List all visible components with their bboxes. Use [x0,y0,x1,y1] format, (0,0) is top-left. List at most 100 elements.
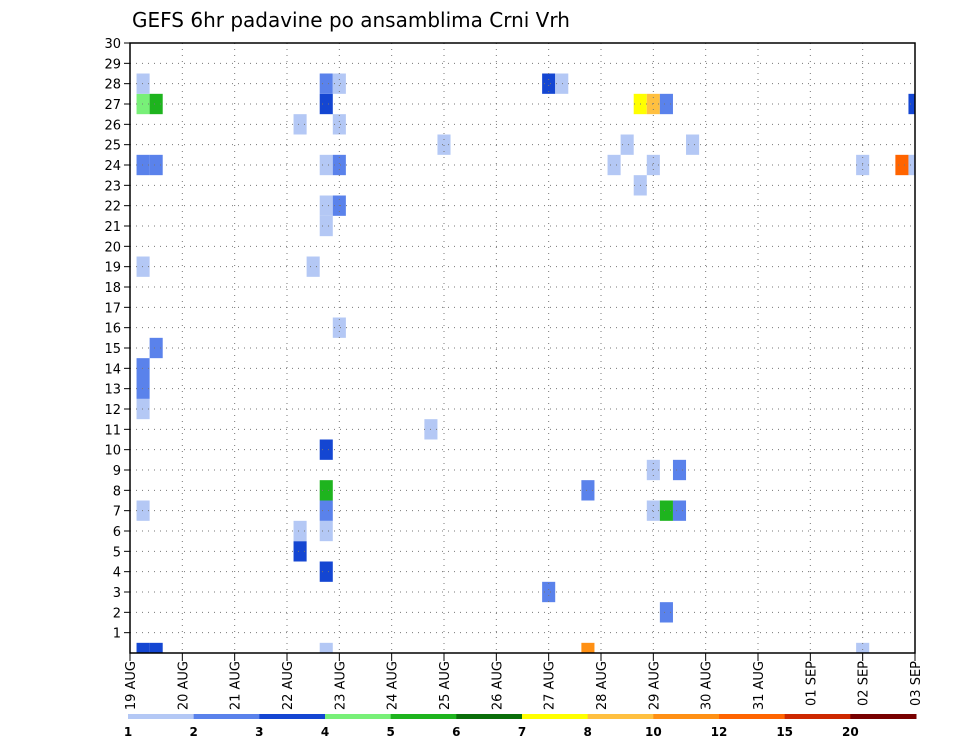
colorbar-swatch [719,714,786,719]
precip-cell [319,195,333,216]
x-tick-label: 02 SEP [857,661,872,706]
y-tick-label: 22 [104,200,121,215]
precip-cell [319,520,333,542]
y-tick-label: 29 [104,57,121,72]
precip-cell [319,73,333,94]
x-tick-label: 03 SEP [909,661,924,706]
precip-cell [659,602,673,623]
precip-cell [136,378,150,399]
y-tick-label: 16 [104,322,121,337]
x-tick-label: 26 AUG [490,661,505,710]
colorbar-swatch [259,714,326,719]
precip-cell [856,642,870,653]
precip-cell [149,337,163,359]
y-tick-label: 5 [113,545,121,560]
precip-cell [319,93,333,115]
x-tick-label: 01 SEP [804,661,819,706]
y-tick-label: 13 [104,383,121,398]
colorbar-swatch [850,714,917,719]
colorbar-label: 5 [386,725,394,739]
y-tick-label: 28 [104,78,121,93]
precip-cell [646,154,660,176]
precip-cell [620,134,634,155]
y-tick-label: 20 [104,240,121,255]
colorbar-swatch [390,714,457,719]
colorbar-label: 12 [711,725,728,739]
grid-lines [130,43,915,653]
colorbar-label: 15 [776,725,793,739]
precip-cell [149,642,163,653]
y-tick-label: 6 [113,525,121,540]
precip-cell [319,154,333,176]
y-tick-label: 11 [104,423,121,438]
precip-cell [607,154,621,176]
x-tick-label: 29 AUG [647,661,662,710]
precip-cell [306,256,320,277]
colorbar-label: 1 [124,725,132,739]
colorbar-label: 8 [583,725,591,739]
colorbar-label: 10 [645,725,662,739]
precip-cell [332,73,346,94]
y-tick-label: 21 [104,220,121,235]
y-tick-label: 8 [113,484,121,499]
precip-cell [646,500,660,521]
colorbar: 1 2 3 4 5 6 7 8 10 12 15 20 [124,714,917,739]
precip-cell [895,154,909,176]
colorbar-swatch [193,714,260,719]
precip-cell [332,114,346,135]
colorbar-swatch [456,714,523,719]
precip-cell [542,581,556,603]
precip-cell [659,500,673,521]
colorbar-label: 6 [452,725,460,739]
colorbar-swatch [522,714,589,719]
y-tick-label: 9 [113,464,121,479]
y-tick-label: 30 [104,37,121,52]
precip-cell [332,154,346,176]
precip-cell [293,520,307,542]
precip-cell [581,642,595,653]
precip-cell [149,154,163,176]
chart-title: GEFS 6hr padavine po ansamblima Crni Vrh [132,8,570,32]
precip-cell [136,358,150,379]
precip-cell [136,256,150,277]
y-tick-label: 12 [104,403,121,418]
plot-frame [129,42,916,654]
precip-cell [319,642,333,653]
precip-cell [319,500,333,521]
y-tick-label: 10 [104,444,121,459]
precip-cell [581,480,595,501]
precip-cell [293,541,307,562]
colorbar-label: 3 [255,725,263,739]
y-tick-label: 7 [113,505,121,520]
colorbar-label: 20 [842,725,859,739]
y-tick-label: 19 [104,261,121,276]
x-axis: 19 AUG 20 AUG 21 AUG 22 AUG 23 AUG 24 AUG 25 A… [124,653,924,710]
precip-cell [686,134,700,155]
precip-cell [672,459,687,481]
x-tick-label: 22 AUG [281,661,296,710]
x-tick-label: 21 AUG [229,661,244,710]
y-tick-label: 25 [104,139,121,154]
y-tick-label: 3 [113,586,121,601]
precip-cell [672,500,687,521]
precip-cell [908,154,915,176]
x-tick-label: 27 AUG [543,661,558,710]
y-tick-label: 15 [104,342,121,357]
precip-cell [136,154,150,176]
x-tick-label: 28 AUG [595,661,610,710]
y-tick-label: 23 [104,179,121,194]
precip-cell [136,93,150,115]
colorbar-swatch [587,714,654,719]
x-tick-label: 24 AUG [386,661,401,710]
x-tick-label: 23 AUG [333,661,348,710]
precip-cell [136,73,150,94]
x-tick-label: 31 AUG [752,661,767,710]
y-tick-label: 2 [113,606,121,621]
precip-cell [149,93,163,115]
y-tick-label: 18 [104,281,121,296]
precip-cell [319,215,333,237]
y-tick-label: 27 [104,98,121,113]
colorbar-swatch [784,714,851,719]
colorbar-swatch [653,714,720,719]
